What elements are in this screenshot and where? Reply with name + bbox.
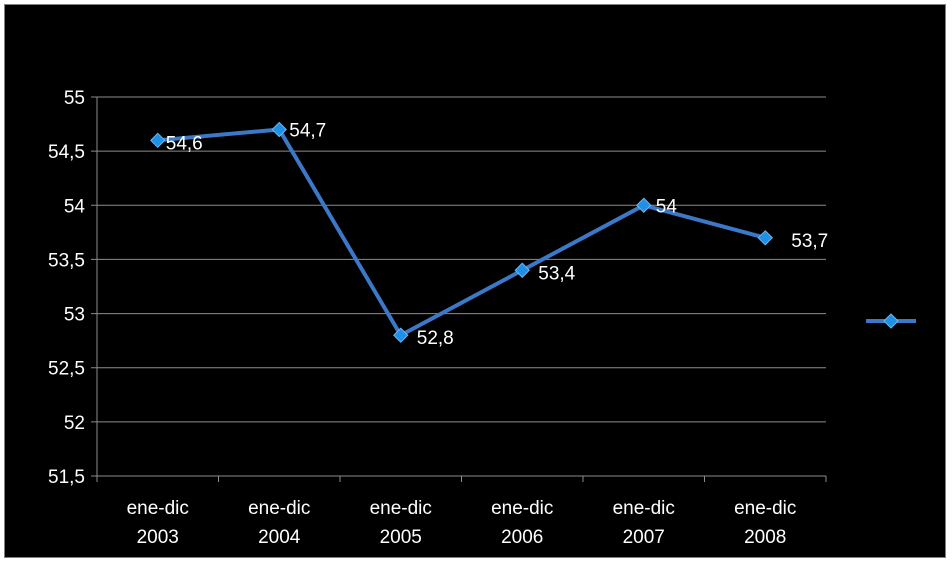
legend (866, 313, 916, 329)
x-tick-label: ene-dic 2004 (248, 498, 310, 548)
data-label: 52,8 (417, 328, 454, 349)
series-group: 54,6 54,7 52,8 53,4 54 53,7 (150, 120, 828, 349)
y-tick-label: 54 (64, 196, 86, 217)
y-tick-label: 52,5 (48, 359, 85, 380)
y-tick-label: 52 (64, 413, 85, 434)
y-tick-label: 51,5 (48, 467, 85, 488)
axes (96, 97, 827, 482)
data-point-marker (393, 327, 409, 343)
series-line (157, 127, 766, 338)
y-axis-tick-labels: 51,5 52 52,5 53 53,5 54 54,5 55 (48, 88, 85, 488)
data-point-marker (150, 132, 166, 149)
x-axis-tick-labels: ene-dic 2003 ene-dic 2004 ene-dic 2005 ene-dic… (127, 498, 797, 548)
data-point-marker (514, 262, 530, 278)
legend-marker (883, 313, 899, 329)
data-label: 54,7 (289, 120, 326, 141)
y-tick-label: 55 (64, 88, 85, 109)
data-point-marker (271, 121, 287, 138)
x-tick-label: ene-dic 2008 (734, 498, 796, 548)
x-tick-label: ene-dic 2007 (613, 498, 675, 548)
y-tick-label: 54,5 (48, 142, 85, 163)
y-tick-label: 53,5 (48, 250, 85, 271)
data-point-marker (757, 230, 773, 246)
x-tick-label: ene-dic 2003 (127, 498, 189, 548)
x-tick-label: ene-dic 2005 (370, 498, 432, 548)
x-tick-label: ene-dic 2006 (491, 498, 553, 548)
y-tick-label: 53 (64, 305, 85, 326)
data-label: 53,4 (538, 263, 575, 284)
data-label: 54 (656, 196, 678, 217)
data-label: 53,7 (791, 231, 828, 252)
data-point-marker (636, 197, 652, 213)
chart-area (4, 4, 946, 558)
data-label: 54,6 (166, 133, 203, 154)
